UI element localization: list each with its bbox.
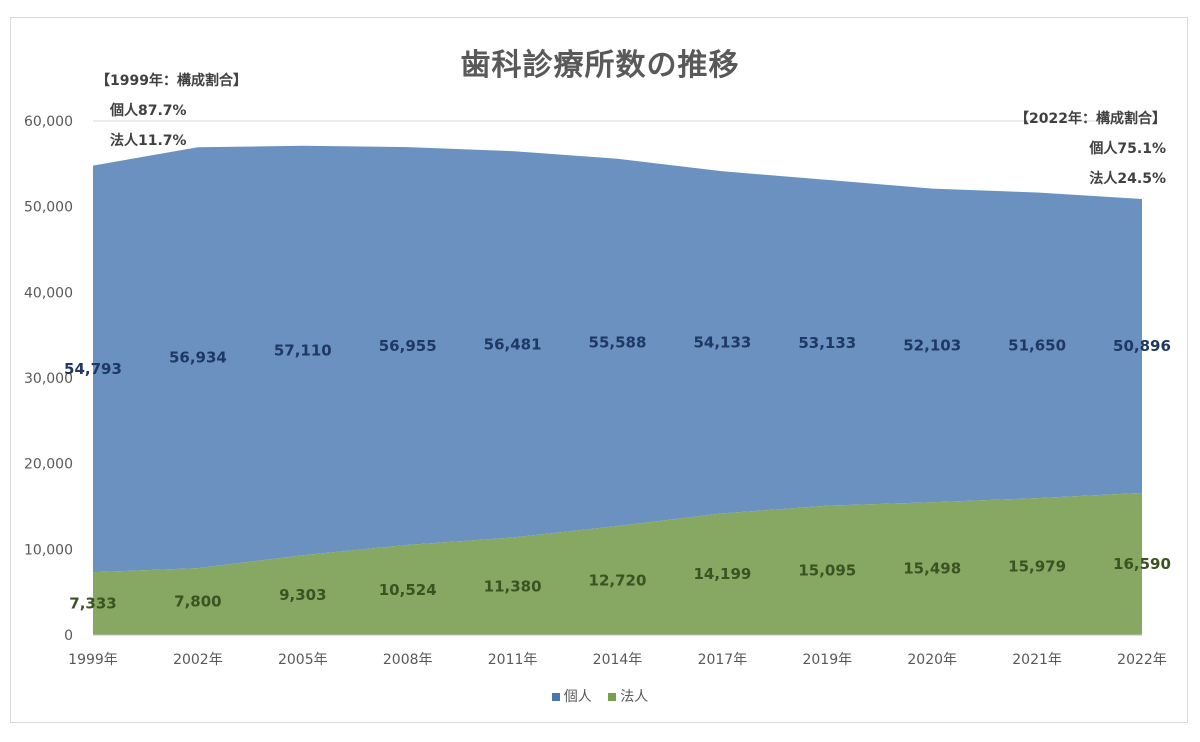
data-label-individual: 57,110 <box>274 342 332 360</box>
y-tick-label: 30,000 <box>24 371 73 387</box>
data-label-individual: 56,955 <box>379 337 437 355</box>
x-tick-label: 2019年 <box>802 652 852 668</box>
x-tick-label: 2014年 <box>593 652 643 668</box>
area-corporate <box>93 492 1142 635</box>
annotation-2022-heading: 【2022年：構成割合】 <box>1015 111 1166 127</box>
data-label-individual: 52,103 <box>903 336 961 354</box>
data-label-corporate: 9,303 <box>279 586 326 604</box>
legend-swatch-corporate <box>608 693 617 701</box>
data-label-individual: 56,934 <box>169 349 227 367</box>
x-tick-label: 2011年 <box>488 652 538 668</box>
x-tick-label: 2008年 <box>383 652 433 668</box>
data-label-individual: 55,588 <box>589 333 647 351</box>
chart-title: 歯科診療所数の推移 <box>460 48 740 83</box>
data-label-corporate: 15,979 <box>1008 558 1066 576</box>
annotation-2022-individual: 個人75.1% <box>1089 141 1166 157</box>
data-label-corporate: 11,380 <box>484 577 542 595</box>
x-tick-label: 2002年 <box>173 652 223 668</box>
annotation-1999-corporate: 法人11.7% <box>110 133 187 149</box>
y-tick-label: 10,000 <box>24 542 73 558</box>
legend-item-corporate: 法人 <box>608 686 648 706</box>
legend-label-corporate: 法人 <box>620 689 649 705</box>
data-label-individual: 56,481 <box>484 335 542 353</box>
data-label-corporate: 7,800 <box>174 593 221 611</box>
x-tick-label: 2017年 <box>698 652 748 668</box>
legend-swatch-individual <box>551 693 560 701</box>
data-label-corporate: 7,333 <box>69 595 116 613</box>
x-tick-label: 2005年 <box>278 652 328 668</box>
y-tick-label: 40,000 <box>24 285 73 301</box>
y-tick-label: 50,000 <box>24 200 73 216</box>
annotation-1999-heading: 【1999年：構成割合】 <box>96 73 247 89</box>
y-tick-label: 20,000 <box>24 457 73 473</box>
data-label-corporate: 14,199 <box>693 565 751 583</box>
data-label-corporate: 15,095 <box>798 561 856 579</box>
data-label-corporate: 10,524 <box>379 581 437 599</box>
legend-item-individual: 個人 <box>551 686 592 706</box>
data-label-individual: 54,133 <box>693 333 751 351</box>
legend-label-individual: 個人 <box>563 689 592 705</box>
y-tick-label: 60,000 <box>24 114 73 130</box>
x-tick-label: 2021年 <box>1012 652 1062 668</box>
data-label-individual: 54,793 <box>64 360 122 378</box>
data-label-corporate: 15,498 <box>903 560 961 578</box>
data-label-individual: 50,896 <box>1113 337 1171 355</box>
x-tick-label: 1999年 <box>68 652 118 668</box>
data-label-individual: 51,650 <box>1008 336 1066 354</box>
data-label-corporate: 12,720 <box>589 572 647 590</box>
data-label-corporate: 16,590 <box>1113 555 1171 573</box>
data-label-individual: 53,133 <box>798 334 856 352</box>
annotation-2022-corporate: 法人24.5% <box>1089 171 1166 187</box>
y-tick-label: 0 <box>64 628 73 644</box>
x-tick-label: 2020年 <box>907 652 957 668</box>
annotation-1999-individual: 個人87.7% <box>110 103 187 119</box>
chart-legend: 個人 法人 <box>0 686 1200 706</box>
area-individual <box>93 145 1142 573</box>
x-tick-label: 2022年 <box>1117 652 1167 668</box>
